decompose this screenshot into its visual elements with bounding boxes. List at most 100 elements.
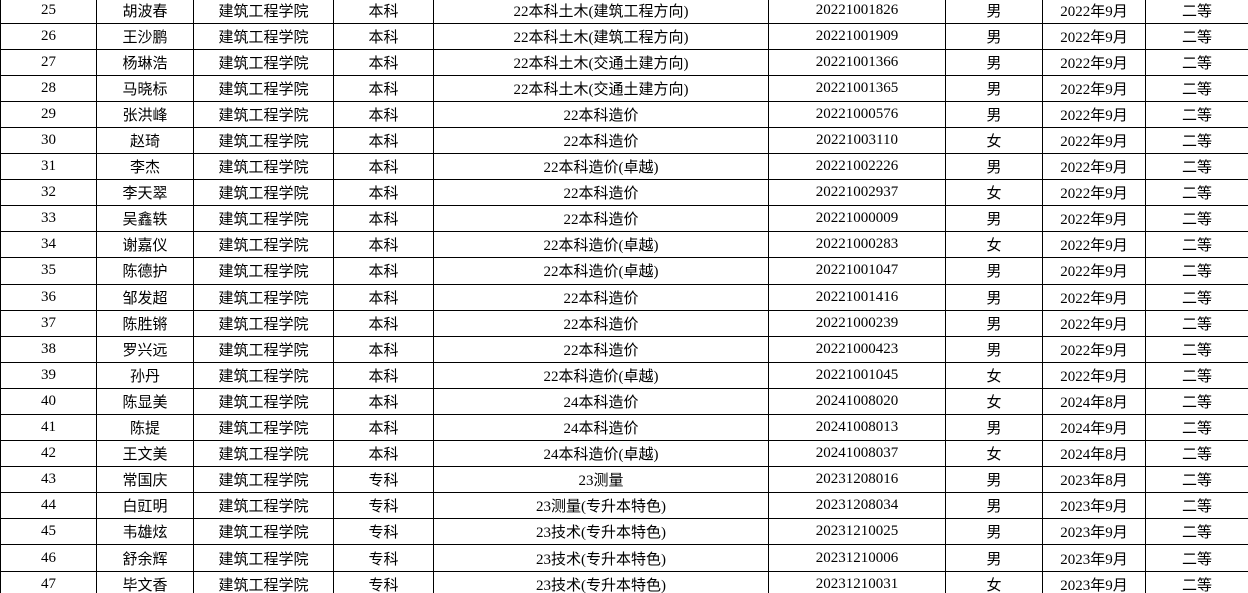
cell-student-name[interactable]: 杨琳浩 <box>96 48 194 76</box>
cell-class-major[interactable]: 24本科造价 <box>433 387 769 416</box>
cell-class-major[interactable]: 24本科造价 <box>433 413 769 442</box>
cell-college[interactable]: 建筑工程学院 <box>193 22 334 50</box>
cell-student-id[interactable]: 20221000009 <box>768 205 946 233</box>
cell-student-name[interactable]: 陈德护 <box>96 257 194 285</box>
cell-enroll-date[interactable]: 2022年9月 <box>1042 361 1146 389</box>
cell-enroll-date[interactable]: 2022年9月 <box>1042 205 1146 233</box>
cell-row-number[interactable]: 40 <box>0 387 97 416</box>
cell-row-number[interactable]: 30 <box>0 126 97 155</box>
cell-student-name[interactable]: 陈提 <box>96 413 194 442</box>
cell-gender[interactable]: 女 <box>945 440 1043 468</box>
cell-row-number[interactable]: 25 <box>0 0 97 24</box>
cell-award-level[interactable]: 二等 <box>1145 335 1248 363</box>
cell-class-major[interactable]: 23测量(专升本特色) <box>433 492 769 520</box>
cell-row-number[interactable]: 39 <box>0 361 97 389</box>
cell-award-level[interactable]: 二等 <box>1145 153 1248 181</box>
cell-student-id[interactable]: 20221001047 <box>768 257 946 285</box>
cell-college[interactable]: 建筑工程学院 <box>193 153 334 181</box>
cell-enroll-date[interactable]: 2022年9月 <box>1042 231 1146 259</box>
cell-row-number[interactable]: 29 <box>0 100 97 128</box>
cell-enroll-date[interactable]: 2023年9月 <box>1042 492 1146 520</box>
cell-college[interactable]: 建筑工程学院 <box>193 205 334 233</box>
cell-level[interactable]: 本科 <box>333 335 434 363</box>
cell-class-major[interactable]: 22本科造价 <box>433 335 769 363</box>
cell-college[interactable]: 建筑工程学院 <box>193 126 334 155</box>
cell-award-level[interactable]: 二等 <box>1145 0 1248 24</box>
cell-class-major[interactable]: 22本科造价 <box>433 100 769 128</box>
cell-gender[interactable]: 男 <box>945 492 1043 520</box>
cell-row-number[interactable]: 37 <box>0 309 97 337</box>
cell-row-number[interactable]: 31 <box>0 153 97 181</box>
cell-enroll-date[interactable]: 2022年9月 <box>1042 257 1146 285</box>
cell-student-name[interactable]: 王文美 <box>96 440 194 468</box>
cell-student-name[interactable]: 马晓标 <box>96 74 194 102</box>
cell-student-name[interactable]: 赵琦 <box>96 126 194 155</box>
cell-gender[interactable]: 男 <box>945 413 1043 442</box>
cell-row-number[interactable]: 38 <box>0 335 97 363</box>
cell-gender[interactable]: 男 <box>945 48 1043 76</box>
cell-award-level[interactable]: 二等 <box>1145 48 1248 76</box>
cell-award-level[interactable]: 二等 <box>1145 413 1248 442</box>
cell-gender[interactable]: 女 <box>945 570 1043 593</box>
cell-college[interactable]: 建筑工程学院 <box>193 335 334 363</box>
cell-enroll-date[interactable]: 2022年9月 <box>1042 100 1146 128</box>
cell-student-name[interactable]: 邹发超 <box>96 283 194 311</box>
cell-enroll-date[interactable]: 2024年8月 <box>1042 440 1146 468</box>
cell-class-major[interactable]: 22本科造价(卓越) <box>433 361 769 389</box>
cell-gender[interactable]: 女 <box>945 126 1043 155</box>
cell-college[interactable]: 建筑工程学院 <box>193 361 334 389</box>
cell-gender[interactable]: 女 <box>945 387 1043 416</box>
cell-enroll-date[interactable]: 2022年9月 <box>1042 309 1146 337</box>
cell-student-id[interactable]: 20231210025 <box>768 518 946 546</box>
cell-award-level[interactable]: 二等 <box>1145 361 1248 389</box>
cell-class-major[interactable]: 22本科造价(卓越) <box>433 153 769 181</box>
cell-award-level[interactable]: 二等 <box>1145 283 1248 311</box>
cell-level[interactable]: 专科 <box>333 544 434 572</box>
cell-college[interactable]: 建筑工程学院 <box>193 231 334 259</box>
cell-level[interactable]: 本科 <box>333 100 434 128</box>
cell-student-name[interactable]: 白豇明 <box>96 492 194 520</box>
cell-student-id[interactable]: 20221002937 <box>768 179 946 207</box>
cell-class-major[interactable]: 23测量 <box>433 466 769 494</box>
cell-enroll-date[interactable]: 2023年9月 <box>1042 544 1146 572</box>
cell-gender[interactable]: 男 <box>945 0 1043 24</box>
cell-college[interactable]: 建筑工程学院 <box>193 518 334 546</box>
cell-student-id[interactable]: 20221001366 <box>768 48 946 76</box>
cell-level[interactable]: 专科 <box>333 466 434 494</box>
cell-student-id[interactable]: 20231210031 <box>768 570 946 593</box>
cell-row-number[interactable]: 27 <box>0 48 97 76</box>
cell-class-major[interactable]: 22本科造价 <box>433 126 769 155</box>
cell-award-level[interactable]: 二等 <box>1145 492 1248 520</box>
cell-enroll-date[interactable]: 2022年9月 <box>1042 22 1146 50</box>
cell-award-level[interactable]: 二等 <box>1145 22 1248 50</box>
cell-college[interactable]: 建筑工程学院 <box>193 413 334 442</box>
cell-college[interactable]: 建筑工程学院 <box>193 387 334 416</box>
cell-enroll-date[interactable]: 2022年9月 <box>1042 283 1146 311</box>
cell-college[interactable]: 建筑工程学院 <box>193 74 334 102</box>
cell-student-name[interactable]: 陈胜锵 <box>96 309 194 337</box>
cell-college[interactable]: 建筑工程学院 <box>193 179 334 207</box>
cell-row-number[interactable]: 32 <box>0 179 97 207</box>
cell-award-level[interactable]: 二等 <box>1145 466 1248 494</box>
cell-row-number[interactable]: 33 <box>0 205 97 233</box>
cell-student-name[interactable]: 舒余辉 <box>96 544 194 572</box>
cell-enroll-date[interactable]: 2022年9月 <box>1042 48 1146 76</box>
cell-level[interactable]: 本科 <box>333 205 434 233</box>
cell-class-major[interactable]: 22本科造价 <box>433 309 769 337</box>
cell-level[interactable]: 本科 <box>333 361 434 389</box>
cell-level[interactable]: 本科 <box>333 0 434 24</box>
cell-student-name[interactable]: 张洪峰 <box>96 100 194 128</box>
cell-college[interactable]: 建筑工程学院 <box>193 100 334 128</box>
cell-student-id[interactable]: 20221000423 <box>768 335 946 363</box>
cell-award-level[interactable]: 二等 <box>1145 126 1248 155</box>
cell-student-name[interactable]: 陈显美 <box>96 387 194 416</box>
cell-college[interactable]: 建筑工程学院 <box>193 544 334 572</box>
cell-enroll-date[interactable]: 2022年9月 <box>1042 74 1146 102</box>
cell-college[interactable]: 建筑工程学院 <box>193 440 334 468</box>
cell-award-level[interactable]: 二等 <box>1145 179 1248 207</box>
cell-award-level[interactable]: 二等 <box>1145 440 1248 468</box>
cell-gender[interactable]: 女 <box>945 361 1043 389</box>
cell-student-name[interactable]: 王沙鹏 <box>96 22 194 50</box>
cell-gender[interactable]: 男 <box>945 100 1043 128</box>
cell-student-name[interactable]: 李杰 <box>96 153 194 181</box>
